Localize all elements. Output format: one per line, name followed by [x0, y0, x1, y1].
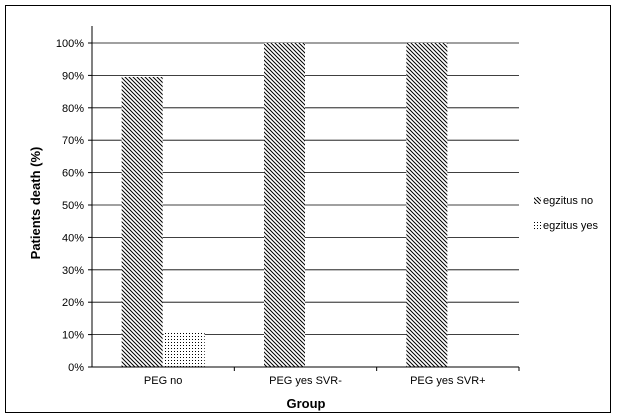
chart-frame — [5, 5, 611, 413]
y-tick-label-80: 80% — [62, 103, 84, 115]
bar-egzitus-no-peg-yes-svr — [264, 43, 305, 367]
y-tick-label-60: 60% — [62, 168, 84, 180]
bars — [121, 43, 448, 368]
x-axis-title: Group — [287, 396, 326, 411]
y-tick-label-20: 20% — [62, 297, 84, 309]
y-axis-title: Patients death (%) — [28, 147, 43, 260]
y-tick-label-100: 100% — [56, 38, 84, 50]
legend-item-egzitus-no: egzitus no — [534, 195, 593, 207]
y-tick-label-90: 90% — [62, 70, 84, 82]
y-tick-label-40: 40% — [62, 232, 84, 244]
gridlines — [92, 42, 519, 336]
y-tick-label-10: 10% — [62, 330, 84, 342]
x-tick-label-peg-yes-svr: PEG yes SVR+ — [410, 375, 486, 387]
legend-label-egzitus-yes: egzitus yes — [543, 220, 599, 232]
y-tick-label-70: 70% — [62, 135, 84, 147]
legend-label-egzitus-no: egzitus no — [543, 195, 593, 207]
legend-swatch-egzitus-yes — [534, 222, 541, 229]
bar-egzitus-yes-peg-no — [163, 332, 205, 367]
tick-labels: 0% 10% 20% 30% 40% 50% 60% 70% 80% 90% 100% PEG no P… — [56, 38, 520, 387]
legend-swatch-egzitus-no — [534, 197, 541, 204]
y-tick-label-0: 0% — [68, 362, 84, 374]
legend: egzitus no egzitus yes — [534, 195, 599, 232]
y-tick-label-30: 30% — [62, 265, 84, 277]
legend-item-egzitus-yes: egzitus yes — [534, 220, 599, 232]
axes — [91, 26, 519, 368]
x-tick-label-peg-yes-svr: PEG yes SVR- — [269, 375, 342, 387]
bar-egzitus-no-peg-no — [121, 77, 163, 368]
bar-egzitus-no-peg-yes-svr — [406, 43, 448, 367]
y-tick-label-50: 50% — [62, 200, 84, 212]
x-tick-label-peg-no: PEG no — [144, 375, 183, 387]
